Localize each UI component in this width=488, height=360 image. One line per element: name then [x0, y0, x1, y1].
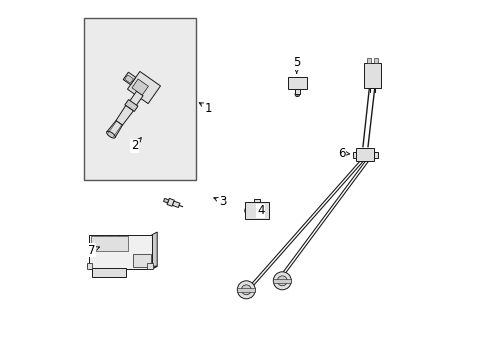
- Bar: [133, 254, 150, 267]
- Circle shape: [277, 276, 286, 286]
- Text: 6: 6: [337, 147, 349, 159]
- Circle shape: [258, 207, 265, 215]
- Circle shape: [360, 150, 369, 159]
- Circle shape: [290, 80, 297, 86]
- Bar: [91, 268, 126, 277]
- Bar: [244, 202, 269, 219]
- Text: 1: 1: [199, 102, 212, 114]
- Circle shape: [148, 264, 152, 268]
- Bar: [287, 77, 306, 89]
- Circle shape: [273, 272, 291, 290]
- Text: 5: 5: [292, 57, 300, 73]
- Bar: [89, 235, 151, 269]
- Polygon shape: [116, 105, 133, 125]
- Bar: [172, 201, 180, 207]
- Bar: [273, 279, 291, 283]
- Bar: [90, 236, 128, 251]
- Bar: [127, 71, 160, 104]
- Text: 2: 2: [131, 138, 141, 152]
- Bar: [355, 148, 373, 161]
- Ellipse shape: [106, 131, 115, 138]
- Bar: [124, 100, 138, 112]
- Circle shape: [237, 281, 255, 299]
- Bar: [366, 58, 370, 63]
- Circle shape: [296, 93, 298, 95]
- Bar: [167, 198, 174, 206]
- Text: 3: 3: [213, 195, 226, 208]
- Circle shape: [139, 78, 152, 91]
- Bar: [254, 199, 259, 202]
- Polygon shape: [89, 266, 157, 269]
- Bar: [129, 91, 143, 106]
- Circle shape: [87, 264, 91, 268]
- Bar: [373, 152, 377, 158]
- Bar: [132, 79, 148, 95]
- Bar: [373, 58, 377, 63]
- Circle shape: [295, 92, 299, 96]
- Bar: [295, 89, 299, 94]
- Circle shape: [244, 206, 254, 215]
- Circle shape: [260, 209, 263, 212]
- Bar: [86, 263, 92, 269]
- Bar: [237, 288, 255, 292]
- Circle shape: [241, 285, 251, 295]
- Polygon shape: [106, 121, 122, 138]
- Bar: [123, 72, 136, 85]
- Bar: [352, 152, 355, 158]
- Bar: [124, 75, 133, 83]
- Polygon shape: [151, 232, 157, 269]
- Text: 4: 4: [256, 204, 264, 217]
- Bar: [84, 18, 196, 180]
- Text: 7: 7: [87, 244, 99, 257]
- Bar: [364, 63, 380, 87]
- Bar: [163, 198, 168, 203]
- Circle shape: [247, 208, 251, 213]
- Bar: [147, 263, 153, 269]
